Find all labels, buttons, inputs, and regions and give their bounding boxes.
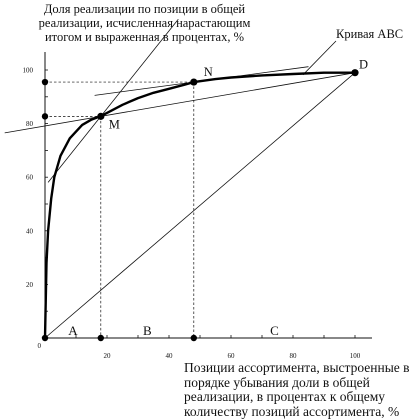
point-m-marker [97, 112, 105, 120]
axis-marker [97, 334, 105, 342]
abc-curve [43, 71, 357, 340]
origin-label: 0 [38, 342, 42, 350]
y-tick-label: 100 [23, 67, 34, 75]
y-tick-label: 80 [26, 120, 34, 128]
y-axis-title: Доля реализации по позиции в общей реали… [38, 2, 251, 44]
axis-marker [41, 78, 49, 86]
zone-a-label: A [68, 323, 78, 338]
curve-name-pointer [302, 40, 337, 76]
axis-marker [190, 334, 197, 342]
curve-name-label: Кривая АВС [336, 27, 404, 41]
x-tick-label: 100 [350, 352, 361, 360]
x-tick-label: 20 [104, 352, 112, 360]
diagonal-line [44, 72, 356, 339]
x-axis-title: Позиции ассортимента, выстроенные в поря… [184, 360, 410, 419]
y-tick-label: 40 [26, 227, 34, 235]
abc-curve-line [43, 71, 357, 340]
x-tick-label: 60 [228, 352, 236, 360]
point-n-marker [190, 78, 198, 86]
markers [41, 69, 359, 342]
y-tick-label: 20 [26, 281, 34, 289]
zone-c-label: C [270, 323, 279, 338]
axis-marker [41, 334, 49, 342]
tangent-line-m [47, 18, 179, 183]
zone-b-label: B [143, 323, 152, 338]
point-n-label: N [204, 65, 213, 79]
line-m-d [4, 72, 356, 134]
axes [44, 52, 372, 339]
point-m-label: M [109, 117, 120, 131]
point-labels: M N D A B C [68, 58, 368, 338]
axis-marker [41, 113, 49, 120]
tick-labels: 20 40 60 80 100 20 40 60 80 100 0 [23, 67, 361, 361]
x-tick-label: 80 [290, 352, 298, 360]
point-d-label: D [359, 58, 368, 72]
auxiliary-lines [4, 18, 356, 339]
y-tick-label: 60 [26, 174, 34, 182]
x-tick-label: 40 [166, 352, 174, 360]
point-d-marker [351, 69, 359, 77]
